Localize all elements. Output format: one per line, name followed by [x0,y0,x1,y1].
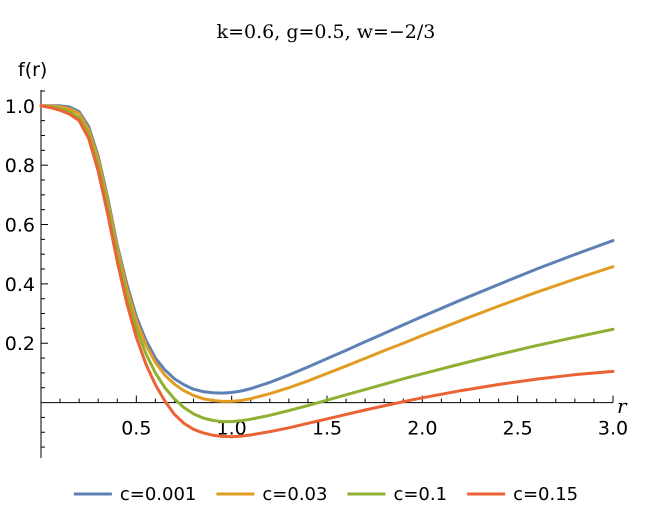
x-tick-label: 2.5 [503,418,533,440]
x-tick-label: 0.5 [121,418,151,440]
series-line-4 [39,104,615,439]
chart-title: k=0.6, g=0.5, w=−2/3 [217,21,436,43]
x-tick-label: 1.5 [312,418,342,440]
y-tick-label: 0.8 [5,155,35,177]
series-group [39,104,615,439]
legend-label: c=0.15 [513,484,578,505]
legend-label: c=0.001 [120,484,197,505]
y-tick-label: 0.2 [5,333,35,355]
y-tick-label: 0.4 [5,274,35,296]
y-tick-label: 1.0 [5,96,35,118]
x-ticks: 0.5 1.0 1.5 2.0 2.5 3.0 [59,395,628,440]
x-axis-label: r [617,394,628,418]
legend: c=0.001 c=0.03 c=0.1 c=0.15 [73,484,578,505]
x-tick-label: 2.0 [407,418,437,440]
series-line-1 [39,104,615,395]
series-line-2 [39,104,615,403]
x-tick-label: 3.0 [598,418,628,440]
y-axis-label: f(r) [18,59,47,81]
series-line-3 [39,104,615,424]
y-ticks: 0.2 0.4 0.6 0.8 1.0 [5,90,48,448]
legend-label: c=0.03 [262,484,327,505]
legend-label: c=0.1 [393,484,447,505]
x-tick-label: 1.0 [217,418,247,440]
y-tick-label: 0.6 [5,215,35,237]
